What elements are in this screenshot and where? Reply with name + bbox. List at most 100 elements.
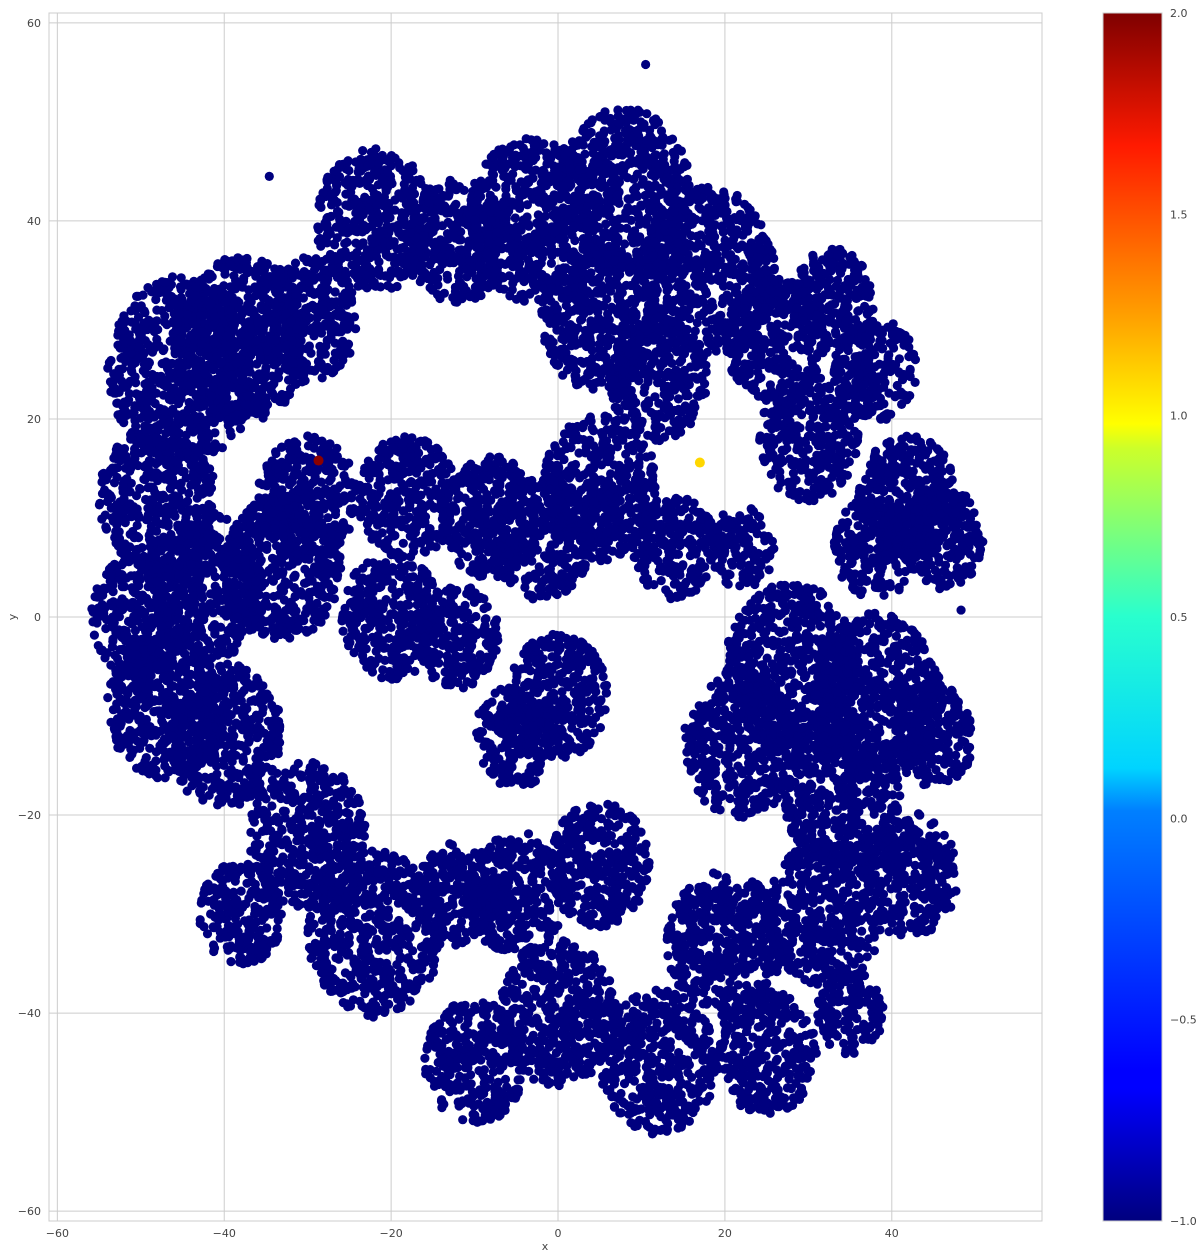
scatter-point (343, 174, 353, 185)
scatter-point (208, 382, 218, 392)
scatter-point (237, 409, 247, 419)
scatter-point (251, 710, 261, 720)
scatter-point (305, 287, 315, 298)
scatter-point (195, 646, 205, 656)
scatter-point (155, 683, 165, 693)
scatter-point (442, 270, 452, 280)
scatter-point (329, 594, 339, 604)
scatter-point (204, 430, 215, 440)
scatter-point (181, 680, 191, 690)
scatter-point (210, 312, 220, 322)
scatter-point (251, 577, 261, 587)
scatter-point (259, 695, 269, 705)
scatter-point (132, 614, 142, 624)
scatter-point (226, 431, 236, 441)
scatter-point (237, 375, 247, 385)
scatter-point (252, 267, 262, 277)
scatter-point (346, 187, 356, 197)
scatter-point (378, 212, 389, 222)
scatter-point (195, 347, 205, 357)
scatter-point (132, 520, 142, 531)
scatter-point (226, 765, 236, 775)
scatter-point (174, 398, 184, 409)
scatter-point (120, 686, 131, 696)
scatter-point (205, 661, 215, 671)
scatter-point (169, 466, 180, 476)
scatter-point (381, 250, 391, 260)
scatter-point (281, 614, 291, 624)
scatter-point (195, 666, 205, 676)
scatter-point (258, 629, 268, 639)
scatter-point (422, 189, 432, 199)
scatter-point (430, 218, 440, 228)
scatter-point (105, 572, 116, 582)
scatter-point (372, 200, 382, 210)
scatter-point (318, 322, 328, 332)
scatter-point (433, 273, 443, 283)
scatter-point (342, 237, 352, 247)
scatter-point (162, 380, 173, 390)
scatter-point (451, 199, 461, 209)
scatter-point (276, 583, 286, 593)
scatter-point (261, 393, 271, 403)
scatter-point (138, 290, 148, 300)
scatter-point (322, 602, 332, 612)
scatter-point (300, 564, 310, 574)
scatter-point (209, 620, 219, 630)
scatter-point (139, 348, 149, 358)
scatter-point (336, 248, 346, 258)
scatter-point (182, 300, 193, 310)
scatter-point (230, 351, 240, 361)
scatter-point (143, 503, 153, 513)
scatter-point (238, 255, 248, 265)
scatter-point (242, 746, 252, 756)
scatter-point (152, 279, 162, 289)
scatter-point (367, 220, 377, 230)
scatter-point (289, 572, 299, 582)
scatter-point (213, 638, 223, 648)
scatter-point (131, 550, 141, 560)
scatter-point (135, 484, 145, 494)
scatter-point (138, 645, 149, 655)
scatter-point (160, 406, 170, 416)
scatter-point (326, 200, 337, 210)
scatter-point (152, 305, 162, 315)
scatter-point (185, 355, 196, 365)
scatter-point (192, 609, 202, 620)
scatter-point (334, 172, 345, 182)
scatter-point (235, 424, 246, 434)
scatter-point (341, 270, 351, 280)
scatter-point (153, 450, 163, 460)
scatter-point (112, 669, 122, 679)
scatter-point (204, 499, 214, 510)
scatter-point (134, 342, 144, 352)
scatter-point (158, 358, 168, 368)
scatter-point (238, 756, 248, 766)
scatter-point (253, 317, 263, 327)
scatter-point (215, 661, 226, 671)
scatter-point (162, 418, 172, 428)
scatter-point (208, 756, 218, 766)
scatter-point (411, 204, 421, 214)
scatter-point (112, 472, 122, 482)
scatter-point (113, 513, 123, 523)
scatter-point (152, 660, 162, 671)
scatter-point (135, 726, 145, 736)
scatter-point (209, 338, 219, 348)
scatter-point (334, 222, 344, 233)
scatter-point (193, 447, 203, 457)
scatter-point (418, 266, 428, 276)
scatter-point (205, 599, 215, 609)
scatter-point (306, 348, 316, 358)
scatter-point (160, 504, 170, 515)
scatter-point (225, 282, 235, 292)
scatter-point (276, 292, 286, 302)
scatter-point (268, 576, 278, 586)
scatter-point (241, 665, 251, 675)
scatter-point (352, 247, 362, 258)
scatter-point (282, 628, 292, 638)
scatter-point (299, 253, 309, 263)
scatter-point (127, 367, 137, 377)
scatter-point (105, 465, 116, 475)
scatter-point (323, 172, 333, 182)
